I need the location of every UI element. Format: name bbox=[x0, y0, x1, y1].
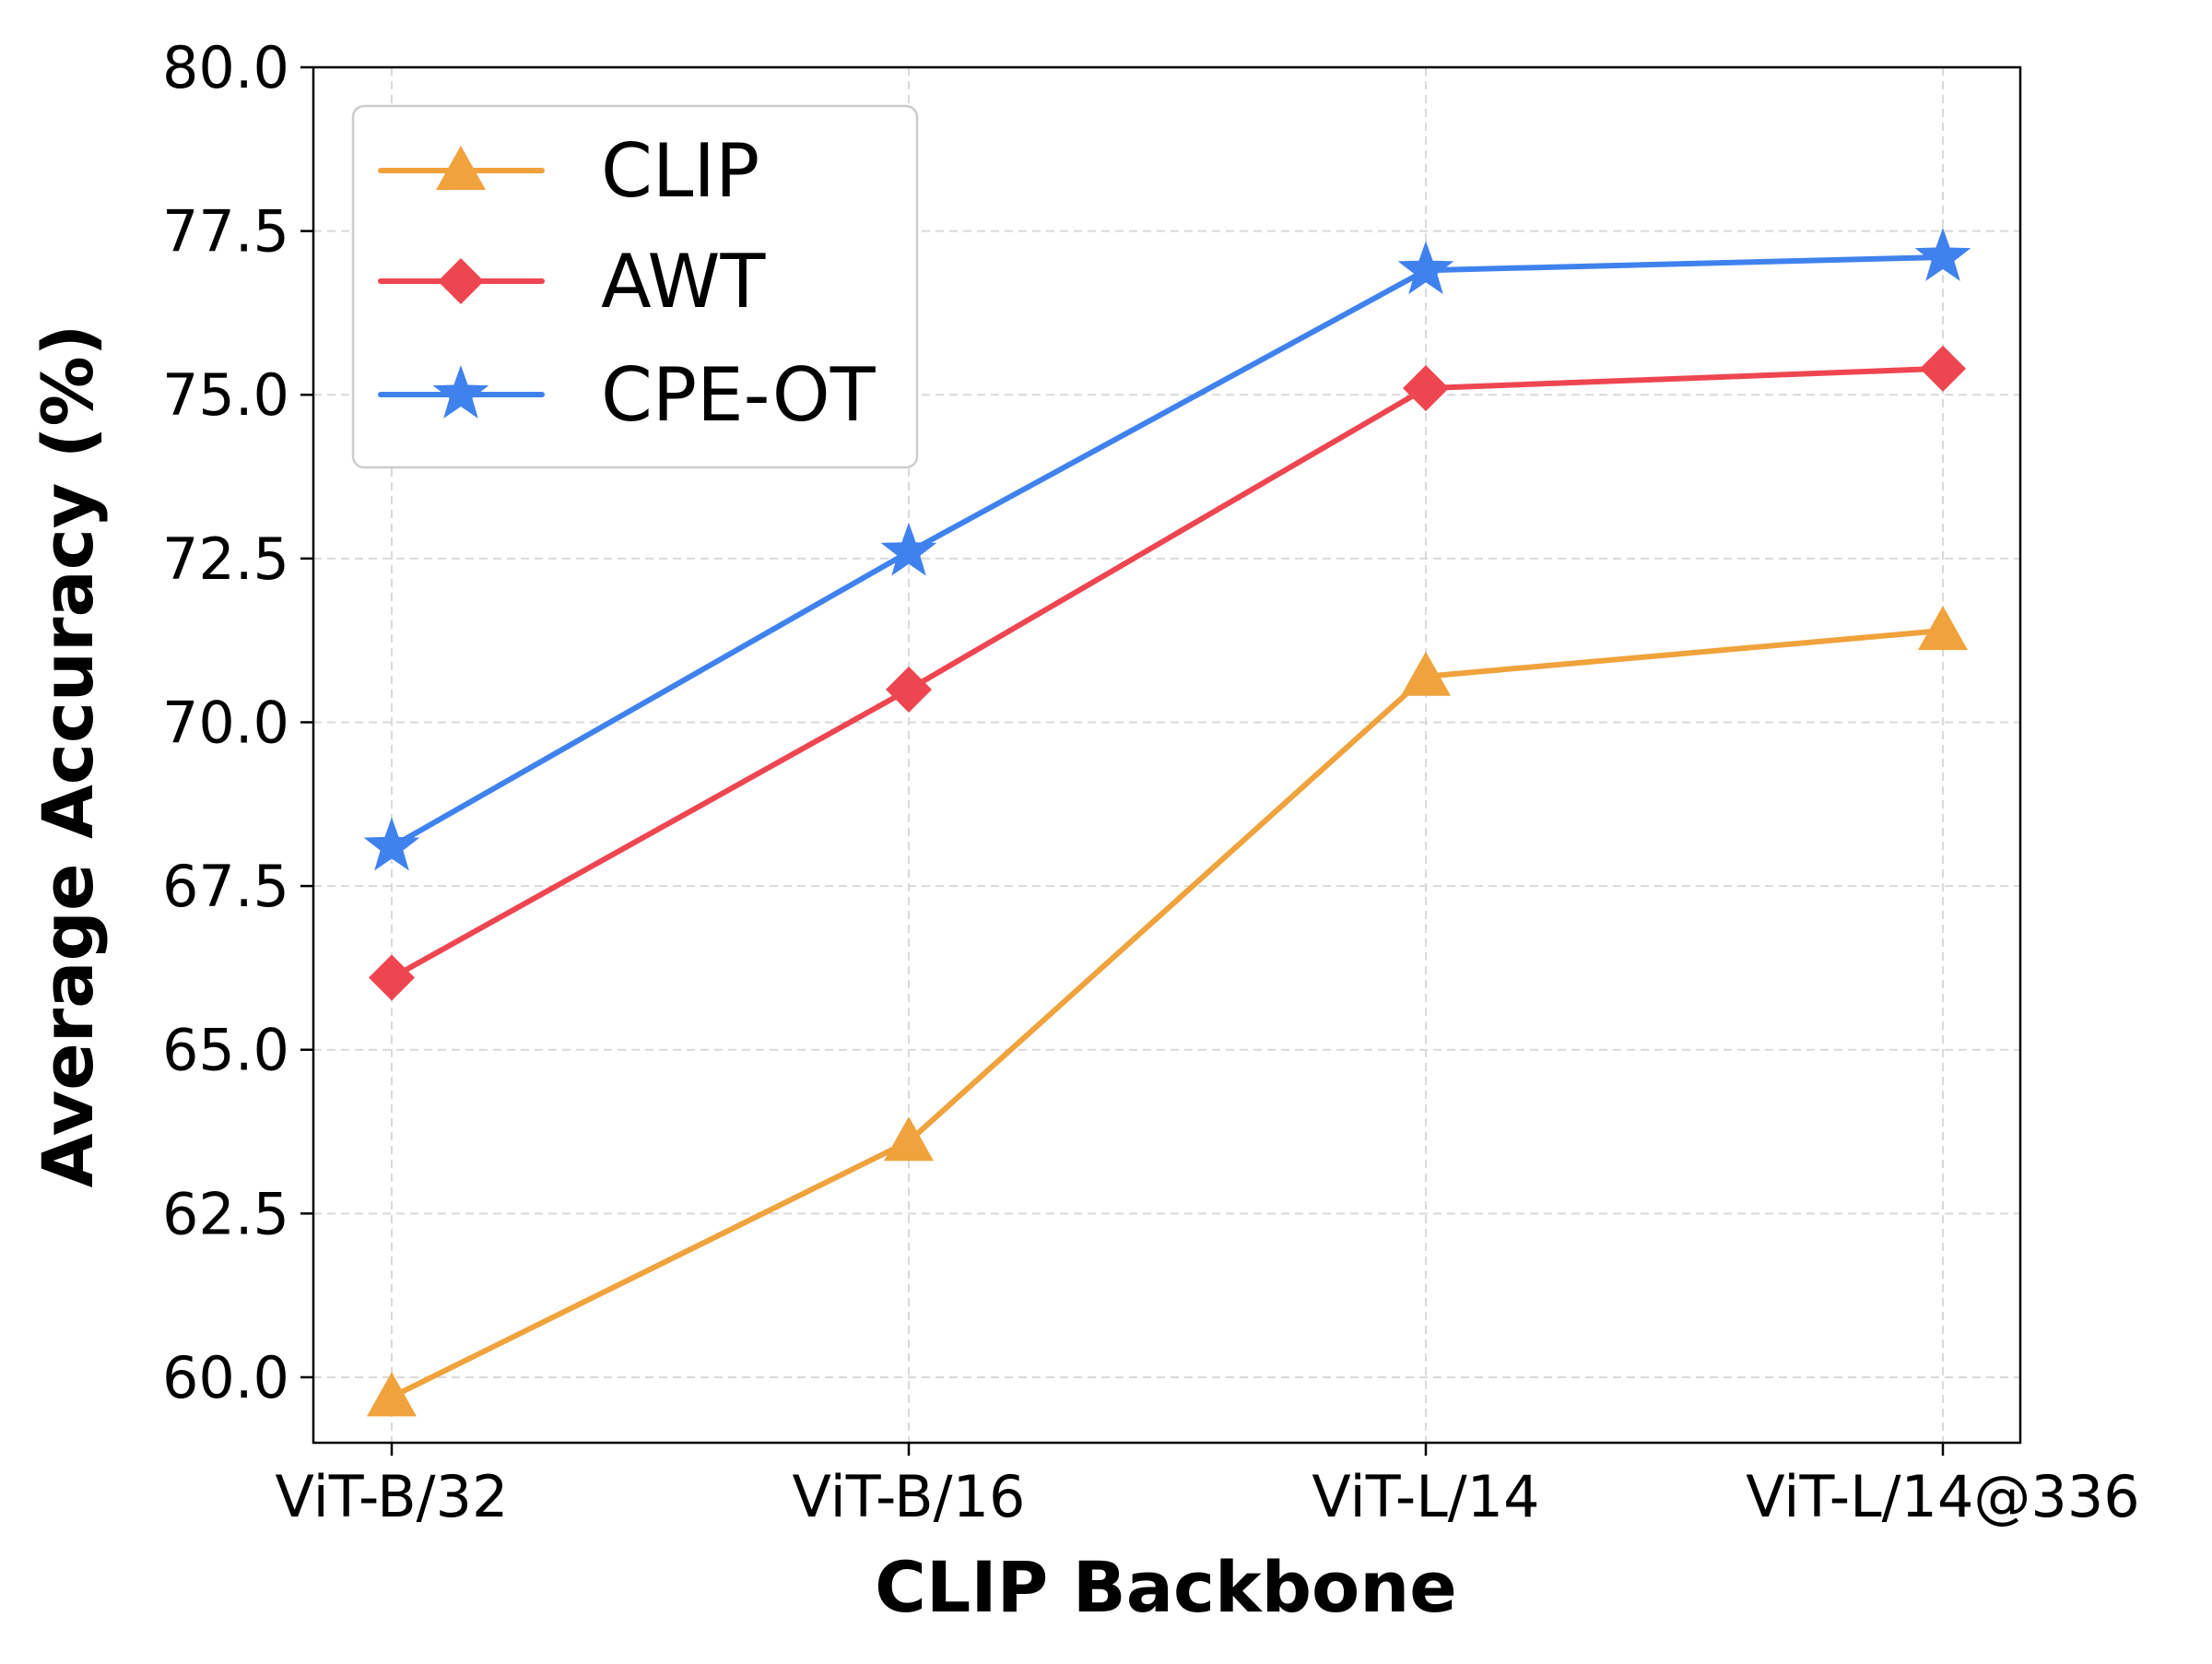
point-awt bbox=[1920, 345, 1966, 392]
y-tick-label: 60.0 bbox=[162, 1344, 289, 1411]
series-line-awt bbox=[389, 365, 1946, 981]
y-tick-label: 75.0 bbox=[162, 361, 289, 429]
plot-frame bbox=[312, 65, 2022, 1445]
point-clip bbox=[367, 1372, 417, 1417]
series-layer bbox=[363, 228, 1971, 1417]
point-awt bbox=[369, 954, 415, 1001]
legend-label-awt: AWT bbox=[601, 239, 766, 325]
point-cpe-ot bbox=[1914, 228, 1971, 281]
point-clip bbox=[884, 1116, 934, 1162]
series-cpe-ot bbox=[363, 228, 1971, 871]
legend-label-cpe-ot: CPE-OT bbox=[601, 352, 877, 438]
series-clip bbox=[367, 606, 1968, 1417]
x-tick-label: ViT-B/32 bbox=[276, 1463, 509, 1530]
series-line-clip bbox=[389, 628, 1946, 1400]
legend: CLIP AWT CPE-OT bbox=[351, 104, 919, 469]
point-clip bbox=[1918, 606, 1968, 651]
legend-label-clip: CLIP bbox=[601, 128, 759, 214]
point-cpe-ot bbox=[363, 817, 420, 871]
y-tick-label: 80.0 bbox=[162, 34, 289, 101]
series-line-cpe-ot bbox=[389, 254, 1946, 850]
legend-marker-cpe-ot bbox=[432, 365, 489, 419]
ticks: 60.0 62.5 65.0 67.5 70.0 72.5 75.0 77.5 80.0 ViT-… bbox=[162, 34, 2140, 1530]
y-tick-label: 70.0 bbox=[162, 689, 289, 756]
y-tick-label: 72.5 bbox=[162, 525, 289, 593]
legend-box bbox=[351, 104, 919, 469]
legend-marker-awt bbox=[438, 258, 484, 304]
point-clip bbox=[1401, 651, 1451, 696]
x-axis-title: CLIP Backbone bbox=[875, 1546, 1457, 1628]
y-tick-label: 77.5 bbox=[162, 198, 289, 266]
x-tick-label: ViT-L/14 bbox=[1312, 1463, 1539, 1530]
y-axis-title: Average Accuracy (%) bbox=[27, 325, 109, 1188]
x-tick-label: ViT-B/16 bbox=[793, 1463, 1026, 1530]
legend-marker-clip bbox=[436, 146, 486, 191]
series-awt bbox=[369, 345, 1966, 1001]
x-tick-label: ViT-L/14@336 bbox=[1746, 1463, 2140, 1530]
y-tick-label: 67.5 bbox=[162, 853, 289, 920]
y-tick-label: 65.0 bbox=[162, 1017, 289, 1084]
point-cpe-ot bbox=[880, 522, 937, 576]
point-awt bbox=[1403, 365, 1449, 412]
point-cpe-ot bbox=[1397, 241, 1454, 295]
y-tick-label: 62.5 bbox=[162, 1180, 289, 1247]
point-awt bbox=[886, 666, 932, 713]
